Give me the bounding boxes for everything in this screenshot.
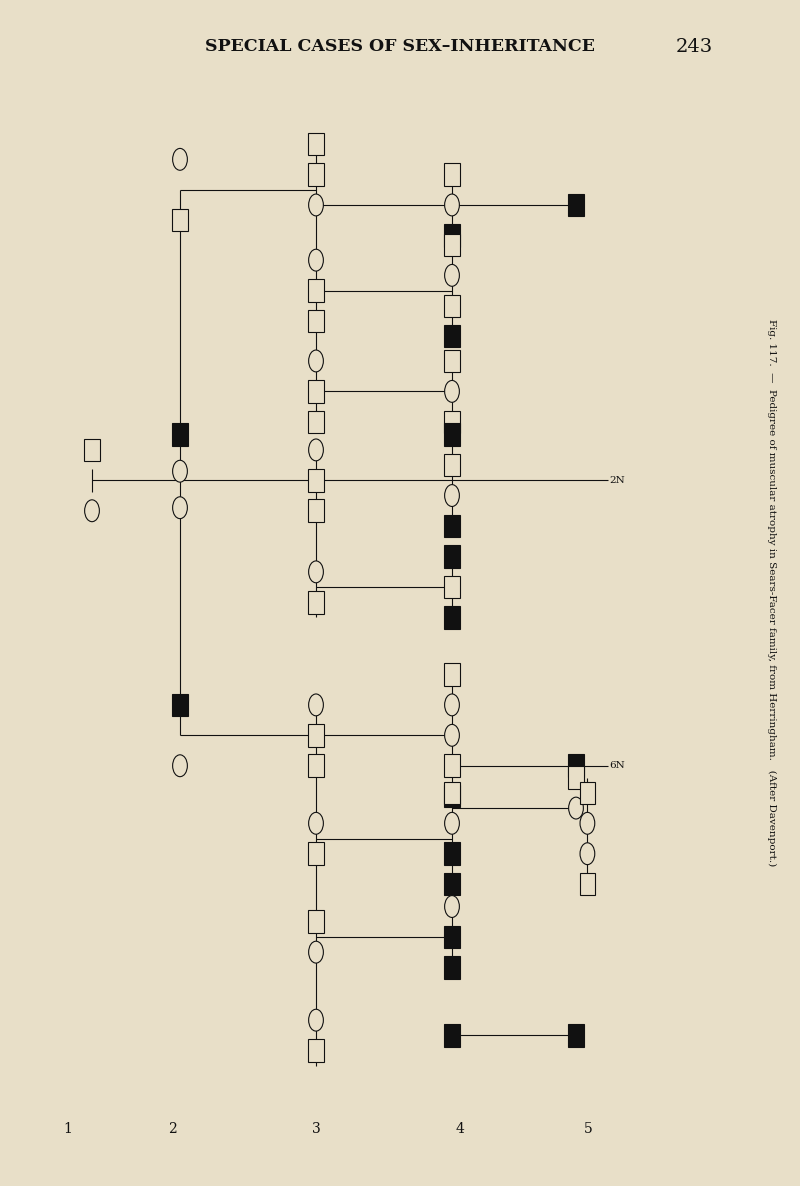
- Bar: [568, 193, 584, 216]
- Bar: [445, 956, 459, 978]
- Bar: [445, 546, 459, 568]
- Circle shape: [445, 812, 459, 834]
- Bar: [445, 234, 459, 256]
- Bar: [445, 873, 459, 895]
- Circle shape: [309, 942, 323, 963]
- Text: 6N: 6N: [610, 761, 626, 770]
- Bar: [568, 1024, 584, 1046]
- Bar: [445, 325, 459, 347]
- Bar: [309, 470, 323, 491]
- Bar: [85, 439, 100, 461]
- Text: 243: 243: [676, 38, 714, 56]
- Bar: [445, 515, 459, 537]
- Bar: [309, 410, 323, 433]
- Bar: [445, 663, 459, 686]
- Circle shape: [569, 797, 583, 820]
- Bar: [445, 350, 459, 372]
- Bar: [309, 380, 323, 403]
- Bar: [445, 294, 459, 317]
- Bar: [445, 164, 459, 186]
- Text: 4: 4: [455, 1122, 465, 1136]
- Bar: [445, 606, 459, 629]
- Circle shape: [173, 754, 187, 777]
- Bar: [309, 911, 323, 933]
- Circle shape: [309, 249, 323, 272]
- Text: 3: 3: [312, 1122, 320, 1136]
- Bar: [445, 782, 459, 804]
- Bar: [309, 842, 323, 865]
- Circle shape: [445, 381, 459, 402]
- Bar: [309, 591, 323, 613]
- Text: 1: 1: [63, 1122, 73, 1136]
- Circle shape: [173, 497, 187, 518]
- Circle shape: [85, 499, 99, 522]
- Text: 2N: 2N: [610, 476, 626, 485]
- Text: 5: 5: [584, 1122, 592, 1136]
- Bar: [309, 133, 323, 155]
- Text: 2: 2: [168, 1122, 176, 1136]
- Bar: [445, 576, 459, 598]
- Circle shape: [445, 485, 459, 506]
- Text: Fig. 117.  —  Pedigree of muscular atrophy in Sears-Facer family, from Herringha: Fig. 117. — Pedigree of muscular atrophy…: [767, 319, 777, 867]
- Bar: [445, 842, 459, 865]
- Bar: [309, 1039, 323, 1061]
- Bar: [173, 209, 187, 231]
- Circle shape: [309, 350, 323, 372]
- Circle shape: [309, 561, 323, 582]
- Bar: [580, 782, 595, 804]
- Circle shape: [445, 694, 459, 716]
- Bar: [309, 499, 323, 522]
- Circle shape: [445, 725, 459, 746]
- Circle shape: [309, 1009, 323, 1031]
- Circle shape: [309, 812, 323, 834]
- Bar: [445, 454, 459, 477]
- Bar: [445, 423, 459, 446]
- Bar: [309, 164, 323, 186]
- Bar: [445, 410, 459, 433]
- Bar: [309, 280, 323, 302]
- Bar: [173, 694, 187, 716]
- Circle shape: [445, 264, 459, 286]
- Bar: [445, 224, 459, 247]
- Circle shape: [580, 843, 594, 865]
- Circle shape: [445, 195, 459, 216]
- Circle shape: [309, 195, 323, 216]
- Bar: [445, 926, 459, 949]
- Circle shape: [309, 694, 323, 716]
- Bar: [445, 785, 459, 808]
- Bar: [309, 310, 323, 332]
- Bar: [568, 754, 584, 777]
- Circle shape: [309, 439, 323, 461]
- Bar: [580, 873, 595, 895]
- Bar: [445, 1024, 459, 1046]
- Bar: [309, 723, 323, 747]
- Bar: [309, 754, 323, 777]
- Bar: [568, 766, 584, 789]
- Circle shape: [580, 812, 594, 834]
- Text: SPECIAL CASES OF SEX–INHERITANCE: SPECIAL CASES OF SEX–INHERITANCE: [205, 38, 595, 55]
- Bar: [173, 423, 187, 446]
- Bar: [445, 754, 459, 777]
- Circle shape: [445, 895, 459, 918]
- Circle shape: [173, 148, 187, 171]
- Circle shape: [173, 460, 187, 483]
